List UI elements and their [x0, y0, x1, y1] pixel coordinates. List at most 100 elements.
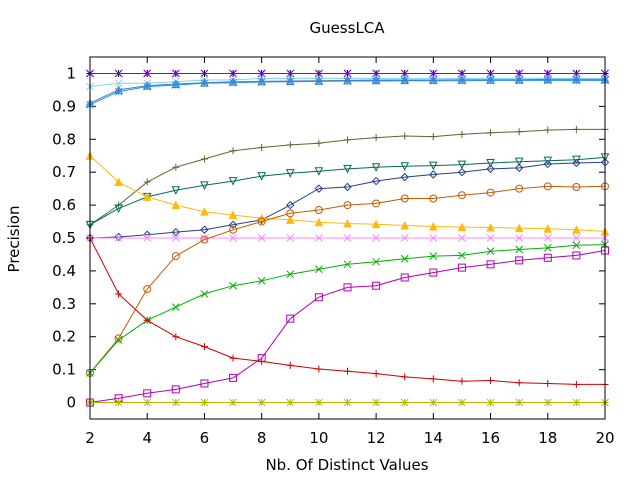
data-point	[400, 273, 409, 282]
data-point	[514, 163, 524, 173]
data-point	[486, 247, 495, 256]
data-point	[286, 141, 294, 149]
data-point	[114, 79, 123, 88]
data-point	[142, 192, 152, 201]
data-point	[514, 223, 524, 233]
data-point	[229, 281, 237, 290]
data-point	[371, 75, 381, 85]
data-point	[572, 182, 581, 191]
data-point	[143, 178, 151, 186]
data-point	[200, 398, 209, 407]
series-line	[89, 78, 605, 104]
data-point	[114, 69, 123, 78]
y-tick-label: 0.1	[52, 361, 76, 379]
data-point	[400, 162, 410, 171]
data-point	[343, 201, 352, 210]
x-tick-label: 14	[424, 429, 443, 447]
x-tick-label: 6	[200, 429, 210, 447]
data-point	[286, 314, 295, 323]
data-point	[257, 76, 266, 86]
x-tick-label: 16	[481, 429, 500, 447]
data-point	[487, 129, 495, 137]
data-point	[400, 194, 409, 203]
data-point	[400, 220, 410, 230]
data-point	[114, 87, 123, 96]
data-point	[486, 260, 495, 269]
data-point	[429, 398, 438, 407]
series-line	[89, 161, 606, 239]
data-point	[258, 357, 266, 365]
data-point	[171, 227, 181, 237]
data-point	[257, 217, 266, 226]
series-14	[86, 234, 609, 388]
data-point	[572, 398, 581, 407]
data-point	[544, 126, 552, 134]
data-point	[372, 77, 380, 85]
data-point	[143, 234, 152, 242]
data-point	[429, 268, 438, 277]
data-point	[315, 365, 323, 373]
data-point	[429, 375, 437, 383]
series-10	[86, 234, 609, 242]
data-point	[229, 69, 237, 78]
data-point	[371, 176, 381, 186]
y-axis-title: Precision	[5, 206, 23, 273]
data-point	[229, 234, 237, 242]
data-point	[429, 161, 438, 171]
data-point	[486, 188, 495, 197]
x-tick-label: 12	[367, 429, 386, 447]
data-point	[171, 234, 180, 242]
data-point	[257, 276, 266, 285]
data-point	[457, 222, 467, 232]
data-point	[200, 69, 209, 78]
data-point	[486, 222, 495, 232]
data-point	[314, 184, 324, 193]
data-point	[257, 78, 266, 86]
data-point	[429, 170, 438, 179]
data-point	[514, 75, 524, 84]
data-point	[229, 147, 237, 155]
data-point	[372, 281, 381, 290]
data-point	[315, 265, 323, 274]
data-point	[229, 354, 237, 362]
data-point	[171, 79, 181, 88]
data-point	[515, 76, 524, 85]
data-point	[143, 398, 152, 407]
data-point	[343, 75, 352, 85]
x-axis-title: Nb. Of Distinct Values	[265, 456, 428, 474]
data-point	[543, 253, 552, 262]
data-point	[572, 74, 581, 84]
data-point	[229, 398, 237, 407]
data-point	[315, 77, 323, 86]
data-point	[429, 194, 438, 203]
data-point	[257, 172, 266, 181]
data-point	[229, 78, 237, 87]
x-tick-label: 2	[85, 429, 95, 447]
data-point	[400, 234, 409, 242]
data-point	[315, 398, 323, 407]
data-point	[372, 134, 380, 142]
data-point	[429, 133, 437, 141]
data-point	[429, 75, 438, 85]
data-point	[400, 254, 409, 263]
data-point	[114, 398, 123, 407]
data-point	[429, 76, 438, 85]
data-point	[515, 128, 523, 136]
data-point	[200, 379, 209, 388]
data-point	[372, 370, 380, 378]
data-point	[486, 164, 495, 174]
data-point	[114, 204, 123, 214]
data-point	[229, 373, 238, 382]
data-point	[457, 263, 466, 272]
data-point	[458, 398, 466, 407]
data-point	[343, 234, 352, 242]
x-tick-label: 4	[142, 429, 152, 447]
data-point	[143, 389, 152, 398]
data-point	[486, 158, 495, 168]
data-point	[458, 234, 466, 242]
data-point	[171, 69, 180, 78]
data-point	[286, 398, 295, 407]
data-point	[228, 77, 238, 86]
data-point	[429, 252, 438, 260]
y-tick-label: 0.6	[52, 196, 76, 214]
